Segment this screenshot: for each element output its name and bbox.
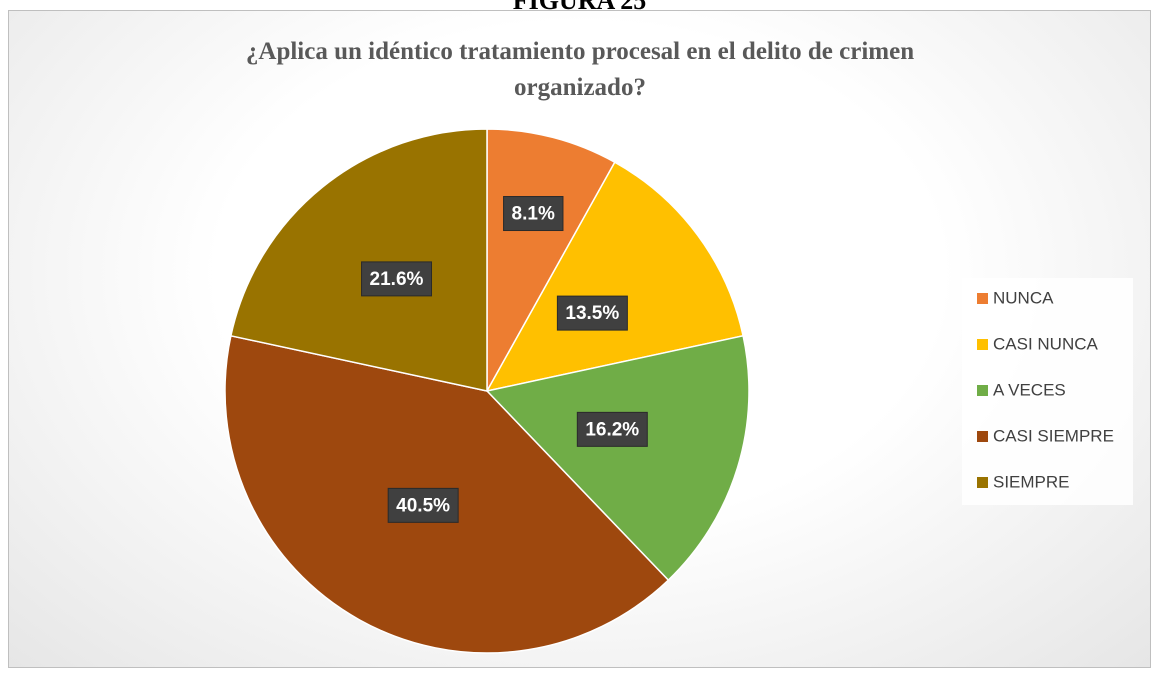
legend-label: CASI SIEMPRE	[993, 426, 1114, 445]
data-label-box	[361, 261, 433, 297]
data-label-box	[556, 295, 628, 331]
data-label: 13.5%	[565, 303, 619, 324]
data-label: 16.2%	[585, 419, 639, 440]
legend-label: SIEMPRE	[993, 472, 1070, 491]
legend-swatch	[977, 339, 988, 350]
pie-slice	[229, 128, 488, 392]
data-label: 8.1%	[512, 204, 555, 225]
data-label: 40.5%	[396, 495, 450, 516]
pie-slice	[485, 334, 750, 582]
legend-label: CASI NUNCA	[993, 334, 1099, 353]
legend-box	[962, 278, 1133, 505]
chart-title: ¿Aplica un idéntico tratamiento procesal…	[245, 38, 915, 101]
legend-swatch	[977, 293, 988, 304]
pie-slice	[485, 161, 745, 393]
data-label: 21.6%	[370, 269, 424, 290]
legend-label: NUNCA	[993, 288, 1054, 307]
figure-heading: FIGURA 25	[512, 0, 647, 15]
legend-swatch	[977, 477, 988, 488]
data-label-box	[387, 487, 459, 523]
legend-swatch	[977, 385, 988, 396]
data-label-box	[503, 196, 564, 232]
legend-swatch	[977, 431, 988, 442]
data-label-box	[576, 411, 648, 447]
pie-slice	[486, 128, 616, 394]
legend-label: A VECES	[993, 380, 1066, 399]
